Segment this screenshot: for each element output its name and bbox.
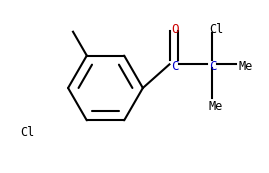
Text: Me: Me — [209, 100, 223, 113]
Text: C: C — [171, 60, 179, 73]
Text: C: C — [209, 60, 216, 73]
Text: Cl: Cl — [209, 23, 223, 36]
Text: Me: Me — [238, 60, 253, 73]
Text: O: O — [171, 23, 179, 36]
Text: Cl: Cl — [20, 126, 34, 139]
